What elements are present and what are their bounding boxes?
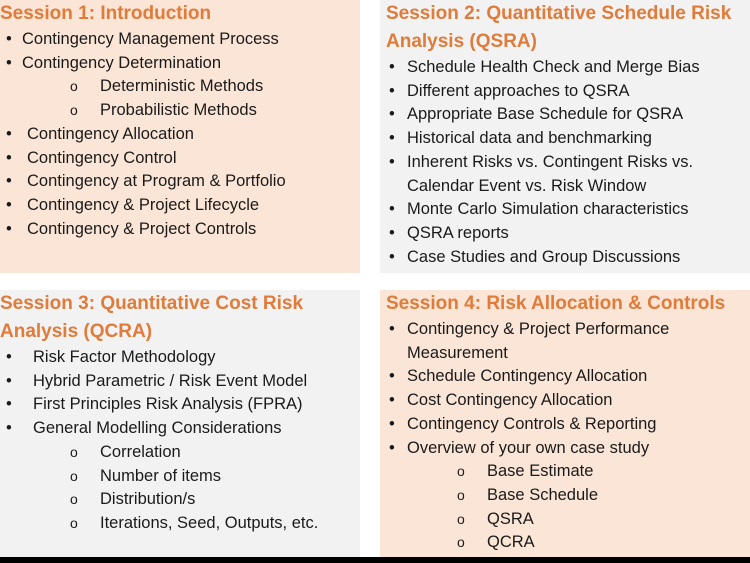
item-text: Schedule Health Check and Merge Bias [407,58,700,76]
item-text: Different approaches to QSRA [407,81,630,100]
item-text: Inherent Risks vs. Contingent Risks vs. … [407,152,694,195]
item-text: Case Studies and Group Discussions [407,247,681,266]
item-text: Monte Carlo Simulation characteristics [407,200,689,219]
bullet-item: Contingency Control [0,147,360,171]
bullet-item: Monte Carlo Simulation characteristics [386,198,750,222]
sub-item: QSRA [407,508,744,532]
bullet-item: QSRA reports [386,222,750,246]
session-title: Session 4: Risk Allocation & Controls [386,293,726,314]
session-title: Session 2: Quantitative Schedule Risk An… [386,3,732,52]
sub-item: QCRA [407,531,744,555]
session-panel: Session 3: Quantitative Cost Risk Analys… [0,290,360,557]
session-panel: Session 1: Introduction Contingency Manag… [0,0,360,273]
item-text: Contingency at Program & Portfolio [27,172,286,191]
sub-list: Deterministic MethodsProbabilistic Metho… [22,75,354,122]
item-text: Contingency & Project Lifecycle [27,195,260,214]
bullet-item: Contingency Allocation [0,123,360,147]
bullet-item: Case Studies and Group Discussions [386,246,750,270]
sub-item: Base Schedule [407,484,744,508]
bullet-item: General Modelling Considerations Correlat… [0,417,360,536]
sub-item: Probabilistic Methods [22,99,354,123]
bullet-item: Schedule Health Check and Merge Bias [386,56,750,80]
sub-item: Number of items [33,465,354,489]
item-text: First Principles Risk Analysis (FPRA) [33,395,303,414]
bullet-item: Contingency Management Process [0,28,360,52]
bullet-item: Appropriate Base Schedule for QSRA [386,103,750,127]
item-text: Hybrid Parametric / Risk Event Model [33,371,308,390]
item-text: Overview of your own case study [407,438,650,457]
item-text: Contingency Allocation [27,124,194,143]
item-text: Contingency Control [27,148,177,167]
item-text: Contingency Management Process [22,30,279,48]
bullet-item: Contingency Controls & Reporting [386,413,750,437]
item-text: Cost Contingency Allocation [407,391,613,410]
sub-item: Base Estimate [407,460,744,484]
session-title: Session 3: Quantitative Cost Risk Analys… [0,293,304,342]
bullet-item: Overview of your own case study Base Esti… [386,437,750,556]
bullet-item: First Principles Risk Analysis (FPRA) [0,393,360,417]
sub-list: Base EstimateBase ScheduleQSRAQCRA [407,460,744,555]
bullet-item: Hybrid Parametric / Risk Event Model [0,370,360,394]
sub-item: Distribution/s [33,488,354,512]
item-text: General Modelling Considerations [33,419,282,438]
bullet-list: Schedule Health Check and Merge Bias Diff… [386,56,750,269]
session-panel: Session 4: Risk Allocation & Controls Con… [380,290,750,557]
bullet-item: Schedule Contingency Allocation [386,365,750,389]
item-text: Appropriate Base Schedule for QSRA [407,105,684,124]
item-text: Historical data and benchmarking [407,129,652,148]
item-text: Contingency Determination [22,53,222,72]
bullet-list: Risk Factor Methodology Hybrid Parametric… [0,346,360,536]
bullet-item: Contingency & Project Controls [0,218,360,242]
session-panel: Session 2: Quantitative Schedule Risk An… [380,0,750,273]
bullet-list: Contingency Management Process Contingenc… [0,28,360,241]
bullet-item: Historical data and benchmarking [386,127,750,151]
bullet-item: Cost Contingency Allocation [386,389,750,413]
bullet-item: Different approaches to QSRA [386,80,750,104]
item-text: Risk Factor Methodology [33,348,216,366]
bullet-item: Contingency Determination Deterministic M… [0,52,360,123]
item-text: QSRA reports [407,223,509,242]
bottom-bar [0,557,750,563]
session-title: Session 1: Introduction [0,3,212,24]
bullet-item: Contingency & Project Lifecycle [0,194,360,218]
sub-item: Deterministic Methods [22,75,354,99]
bullet-list: Contingency & Project Performance Measur… [386,318,750,555]
sub-item: Iterations, Seed, Outputs, etc. [33,512,354,536]
item-text: Contingency & Project Performance Measur… [407,320,670,362]
item-text: Contingency Controls & Reporting [407,414,657,433]
bullet-item: Contingency at Program & Portfolio [0,170,360,194]
item-text: Schedule Contingency Allocation [407,367,648,386]
bullet-item: Risk Factor Methodology [0,346,360,370]
bullet-item: Inherent Risks vs. Contingent Risks vs. … [386,151,750,198]
item-text: Contingency & Project Controls [27,219,257,238]
sub-item: Correlation [33,441,354,465]
bullet-item: Contingency & Project Performance Measur… [386,318,750,365]
sub-list: CorrelationNumber of itemsDistribution/s… [33,441,354,536]
